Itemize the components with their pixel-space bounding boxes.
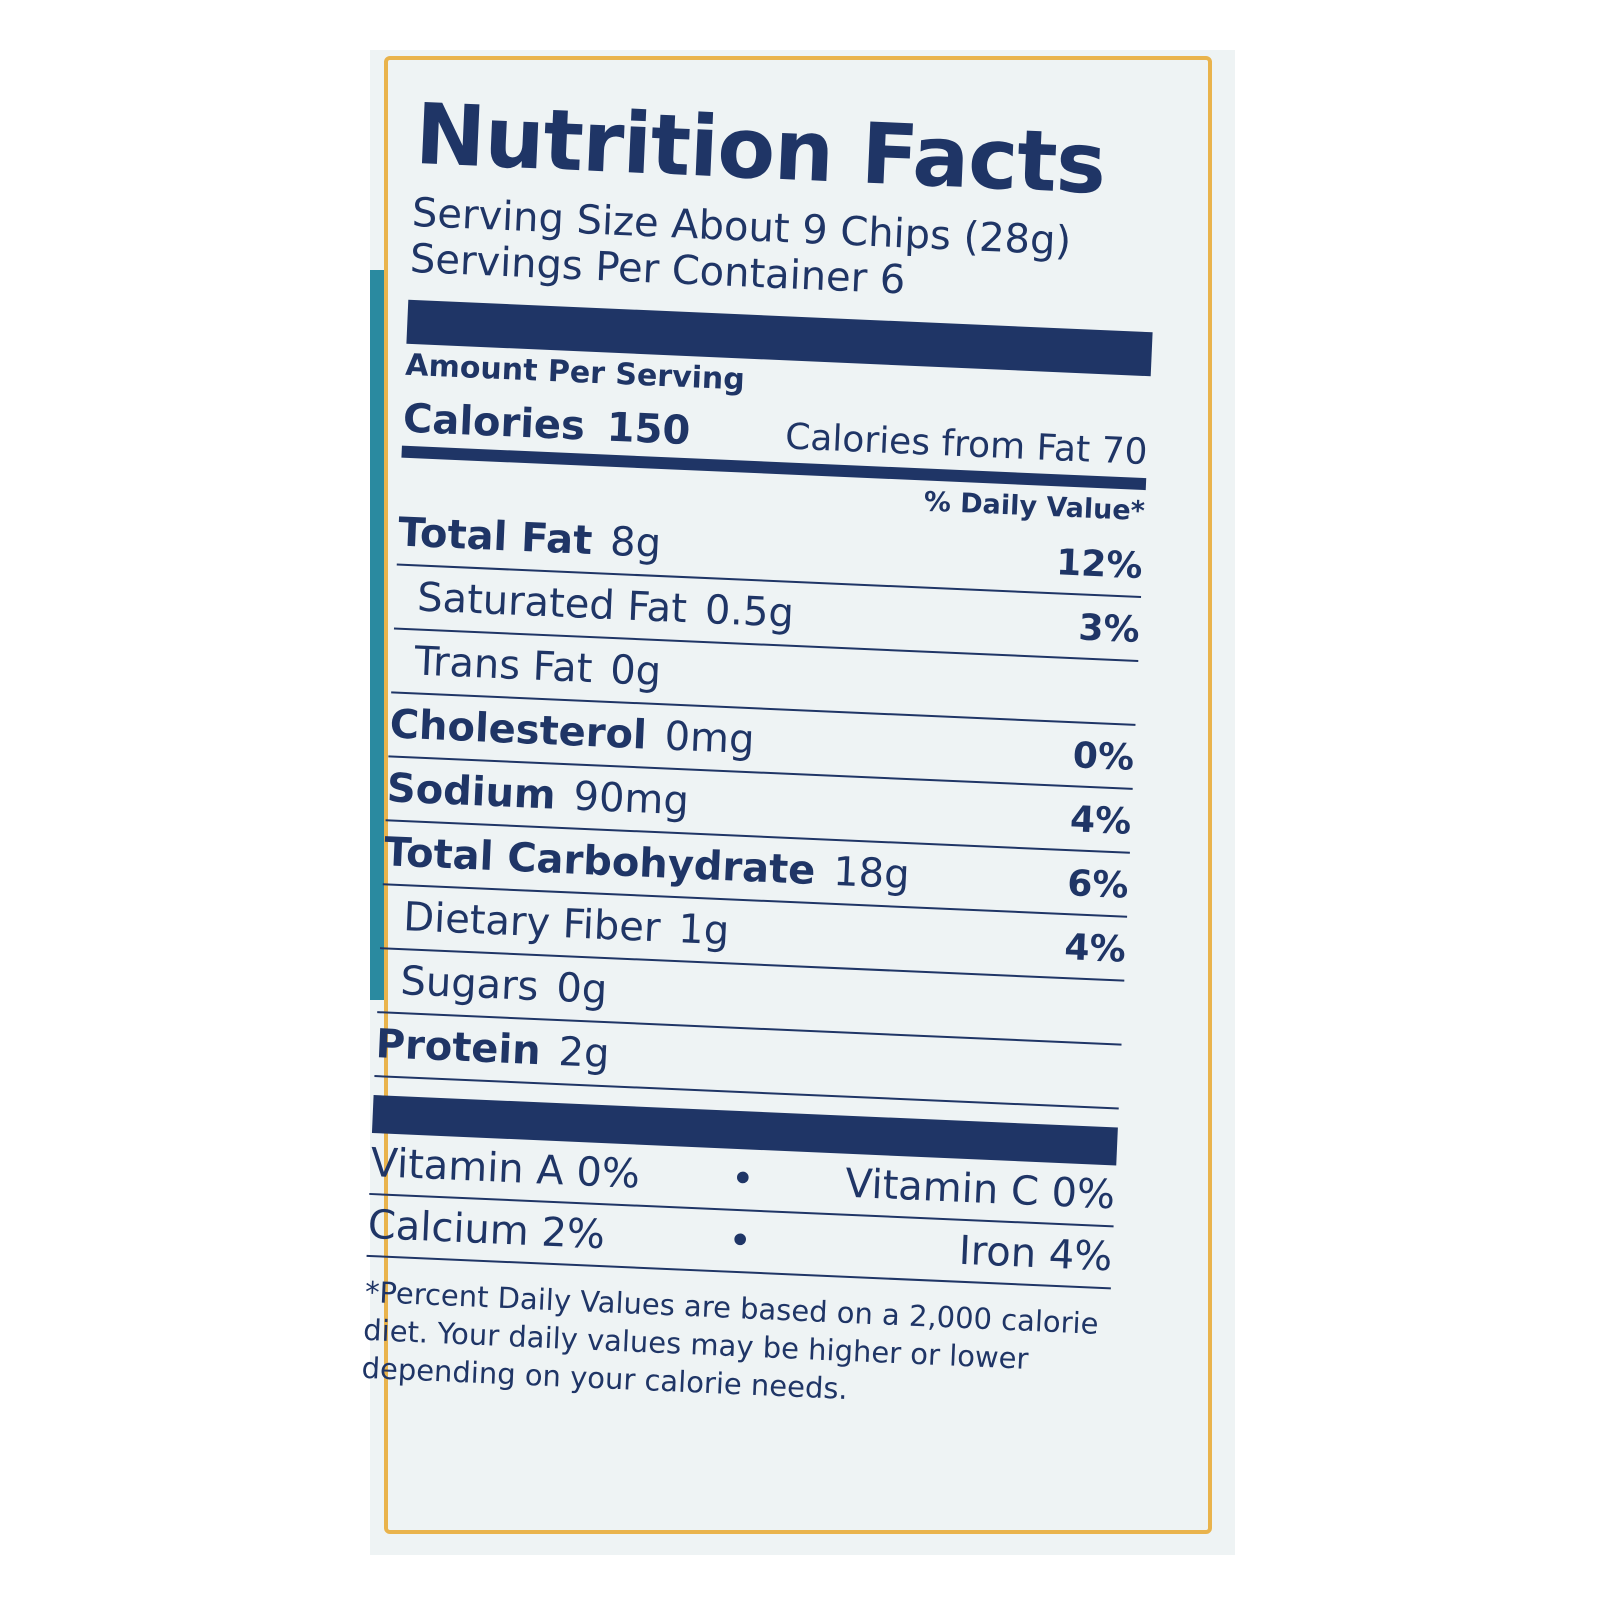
bullet: • — [727, 1217, 753, 1265]
nutrition-label: Nutrition Facts Serving Size About 9 Chi… — [361, 78, 1162, 1419]
daily-value: 12% — [1055, 542, 1144, 588]
nutrient-label: Cholesterol — [388, 701, 648, 759]
nutrient-amount: 0g — [609, 646, 663, 696]
daily-value: 3% — [1077, 607, 1141, 651]
nutrient-list: Total Fat 8g 12% Saturated Fat 0.5g 3% Trans F… — [374, 501, 1144, 1110]
nutrient-label: Sugars — [399, 958, 540, 1011]
vitamin-item: Iron 4% — [957, 1227, 1114, 1281]
calories-value: 150 — [605, 404, 692, 455]
nutrient-amount: 0g — [555, 964, 609, 1014]
vitamin-item: Calcium 2% — [366, 1201, 606, 1259]
nutrient-label: Protein — [374, 1021, 542, 1075]
daily-value: 4% — [1069, 799, 1133, 843]
nutrient-amount: 1g — [677, 906, 731, 955]
nutrient-amount: 0mg — [663, 713, 756, 764]
vitamin-item: Vitamin C 0% — [844, 1160, 1116, 1219]
nutrient-label: Sodium — [385, 765, 557, 819]
daily-value: 0% — [1072, 735, 1135, 779]
nutrient-label: Trans Fat — [413, 638, 594, 693]
nutrient-label: Total Fat — [397, 509, 594, 565]
daily-value: 4% — [1063, 927, 1127, 971]
label-panel — [370, 50, 1235, 1555]
daily-value: 6% — [1066, 863, 1130, 907]
package-strip — [370, 270, 386, 1000]
nutrient-amount: 0.5g — [703, 587, 795, 637]
nutrient-amount: 8g — [609, 518, 663, 568]
vitamin-item: Vitamin A 0% — [369, 1139, 641, 1198]
label-border — [384, 56, 1212, 1534]
nutrient-amount: 18g — [832, 848, 911, 899]
bullet: • — [729, 1155, 756, 1203]
nutrient-label: Dietary Fiber — [402, 894, 662, 952]
nutrient-amount: 2g — [557, 1029, 611, 1078]
nutrient-label: Saturated Fat — [416, 574, 688, 633]
calories-label: Calories — [402, 395, 586, 450]
nutrient-amount: 90mg — [572, 773, 690, 825]
